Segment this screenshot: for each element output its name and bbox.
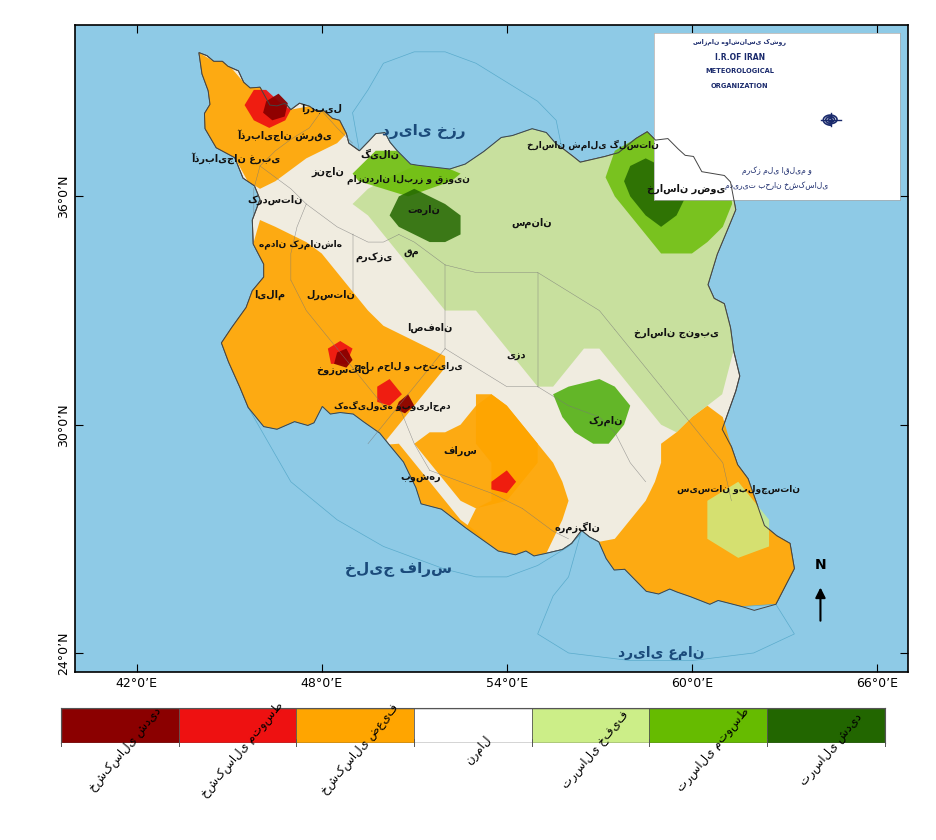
- Text: ایلام: ایلام: [254, 291, 285, 301]
- Polygon shape: [353, 52, 562, 169]
- Bar: [61, 708, 179, 743]
- Text: هرمزگان: هرمزگان: [555, 522, 601, 533]
- Polygon shape: [415, 394, 537, 508]
- Text: خراسان شمالی گلستان: خراسان شمالی گلستان: [527, 139, 659, 150]
- Polygon shape: [389, 444, 490, 546]
- Polygon shape: [624, 159, 686, 227]
- Text: آذربایجان غربی: آذربایجان غربی: [191, 153, 280, 165]
- Polygon shape: [599, 406, 795, 611]
- Text: خوزستان: خوزستان: [316, 365, 370, 375]
- Text: کهگیلویه وبویراحمد: کهگیلویه وبویراحمد: [334, 401, 451, 411]
- Polygon shape: [263, 94, 287, 120]
- Text: یزد: یزد: [506, 351, 526, 361]
- Polygon shape: [328, 341, 353, 364]
- Polygon shape: [199, 53, 795, 611]
- Text: زنجان: زنجان: [312, 166, 344, 176]
- Text: اصفهان: اصفهان: [407, 323, 452, 333]
- Polygon shape: [396, 394, 415, 413]
- Polygon shape: [708, 482, 769, 558]
- Polygon shape: [377, 379, 402, 406]
- Text: ترسالی متوسط: ترسالی متوسط: [674, 705, 752, 794]
- Polygon shape: [553, 379, 630, 444]
- Text: خشکسالی ضعیف: خشکسالی ضعیف: [318, 701, 402, 797]
- Polygon shape: [537, 531, 795, 660]
- Text: کردستان: کردستان: [248, 195, 303, 205]
- Text: دریای خزر: دریای خزر: [382, 124, 465, 139]
- Bar: [296, 708, 414, 743]
- Polygon shape: [353, 129, 736, 433]
- Text: مرکزی: مرکزی: [356, 252, 393, 262]
- Bar: [767, 708, 885, 743]
- Text: سیستان وبلوچستان: سیستان وبلوچستان: [677, 485, 799, 494]
- Text: اردبیل: اردبیل: [301, 104, 343, 114]
- Text: N: N: [814, 558, 826, 572]
- Text: کرمان: کرمان: [589, 416, 622, 426]
- Text: بوشهر: بوشهر: [400, 473, 441, 483]
- Text: نرمال: نرمال: [461, 732, 493, 767]
- Text: تهران: تهران: [407, 205, 440, 215]
- Polygon shape: [606, 132, 732, 254]
- Text: سمنان: سمنان: [511, 218, 552, 228]
- Text: مازندران البرز و قزوین: مازندران البرز و قزوین: [346, 175, 470, 184]
- Bar: [532, 708, 650, 743]
- Text: خراسان رضوی: خراسان رضوی: [647, 184, 725, 194]
- Bar: [650, 708, 767, 743]
- Text: همدان کرمانشاه: همدان کرمانشاه: [258, 239, 342, 249]
- Text: چهار محال و بختیاری: چهار محال و بختیاری: [354, 361, 462, 370]
- Text: دریای عمان: دریای عمان: [618, 646, 705, 660]
- Text: خشکسالی شدید: خشکسالی شدید: [86, 705, 164, 794]
- Text: خلیج فارس: خلیج فارس: [345, 562, 452, 577]
- Text: فارس: فارس: [444, 446, 477, 456]
- Bar: [414, 708, 532, 743]
- Text: آذربایجان شرقی: آذربایجان شرقی: [238, 129, 332, 141]
- Text: لرستان: لرستان: [306, 290, 356, 301]
- Polygon shape: [244, 90, 291, 128]
- Text: قم: قم: [403, 249, 419, 259]
- Text: خشکسالی متوسط: خشکسالی متوسط: [198, 699, 286, 800]
- Bar: [179, 708, 296, 743]
- Text: خراسان جنوبی: خراسان جنوبی: [634, 328, 719, 339]
- Polygon shape: [466, 394, 568, 556]
- Polygon shape: [491, 470, 516, 493]
- Text: ترسالی شدید: ترسالی شدید: [797, 711, 865, 788]
- Polygon shape: [389, 189, 461, 242]
- Text: ترسالی خفیف: ترسالی خفیف: [559, 708, 632, 790]
- Polygon shape: [199, 53, 346, 189]
- Text: گیلان: گیلان: [361, 150, 400, 160]
- Polygon shape: [222, 220, 446, 455]
- Polygon shape: [248, 407, 584, 577]
- Polygon shape: [334, 349, 353, 368]
- Polygon shape: [353, 150, 461, 197]
